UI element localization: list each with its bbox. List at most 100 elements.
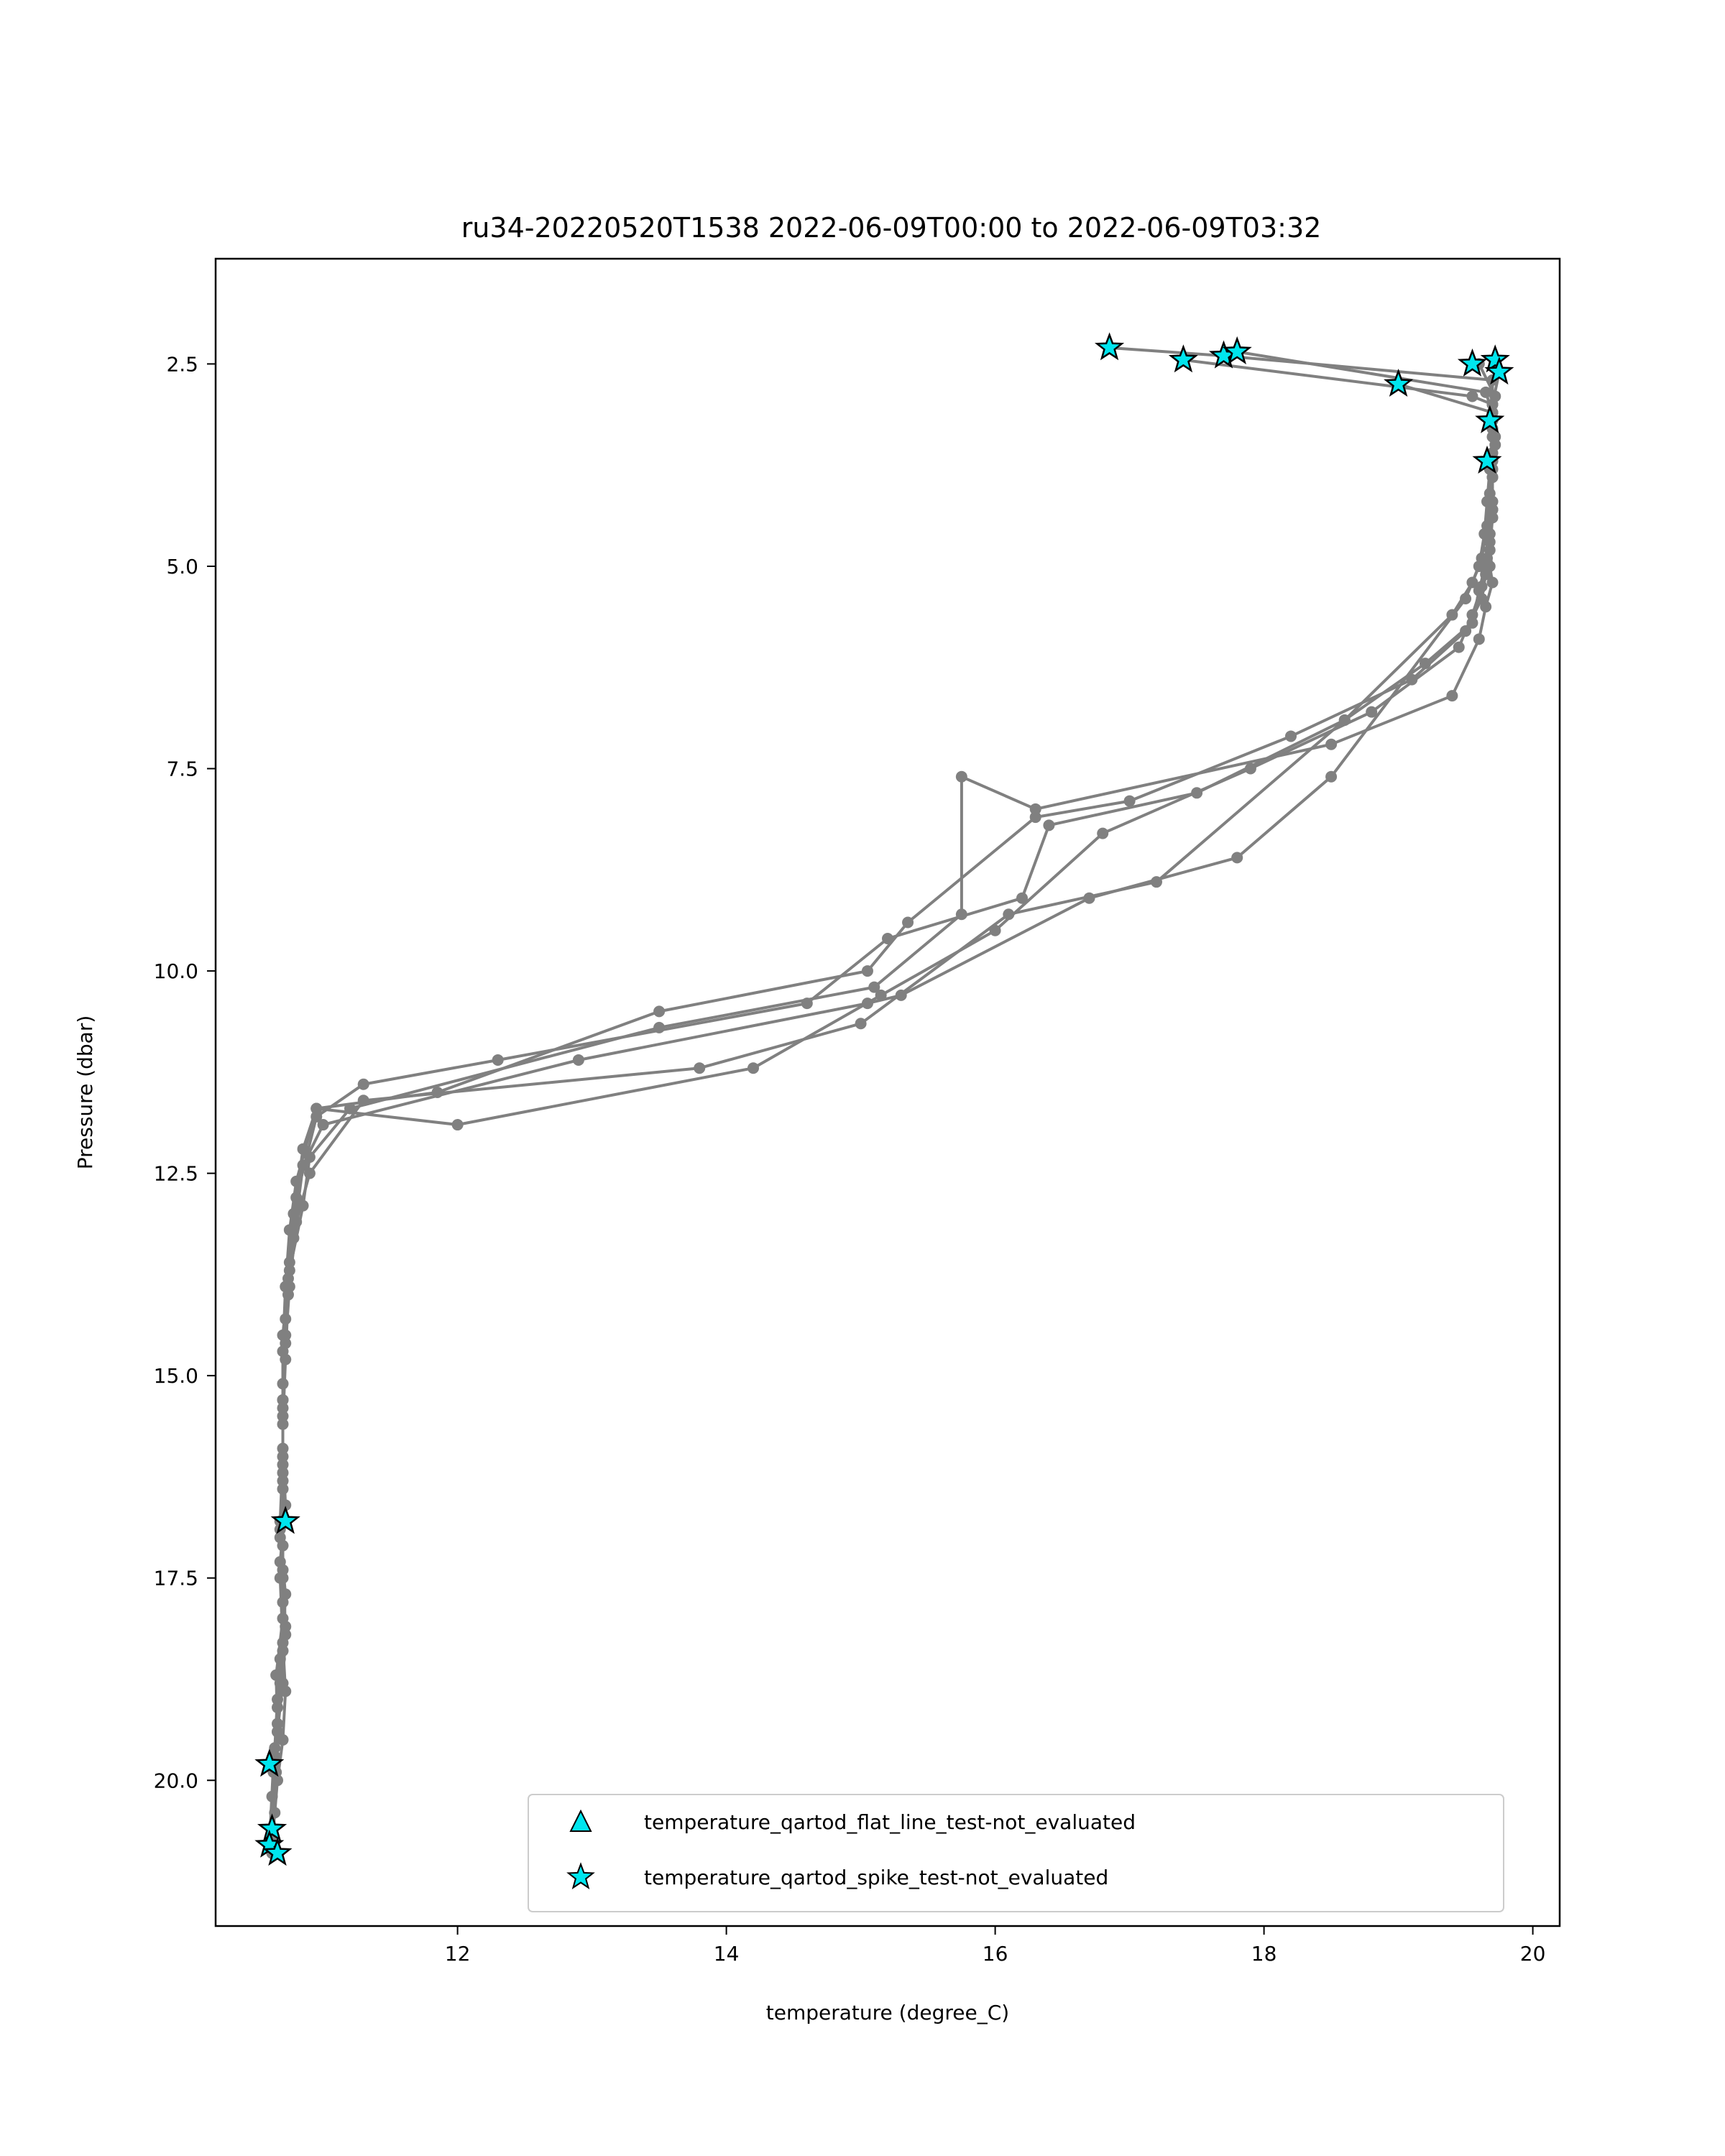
- data-point: [1486, 430, 1499, 443]
- data-point: [1123, 795, 1136, 807]
- spike-test-star-marker: [1472, 445, 1502, 474]
- legend-label-spike: temperature_qartod_spike_test-not_evalua…: [644, 1866, 1108, 1889]
- spike-test-star-marker: [270, 1506, 300, 1534]
- y-tick-label: 7.5: [166, 757, 198, 781]
- data-point: [310, 1102, 323, 1115]
- data-point: [272, 1701, 284, 1713]
- spike-test-star-marker: [257, 1813, 288, 1842]
- profile-line-2: [267, 358, 1494, 1846]
- data-point: [1285, 730, 1297, 742]
- data-point: [955, 770, 967, 783]
- data-point: [280, 1685, 292, 1697]
- data-point: [1083, 892, 1095, 904]
- data-point: [1453, 641, 1465, 653]
- data-point: [288, 1232, 300, 1244]
- data-point: [1043, 819, 1055, 831]
- data-point: [1029, 811, 1041, 824]
- data-point: [801, 998, 813, 1010]
- y-tick-label: 2.5: [166, 352, 198, 376]
- triangle-marker-icon: [569, 1809, 592, 1832]
- data-point: [1466, 609, 1478, 621]
- data-point: [274, 1653, 286, 1665]
- data-point: [1097, 827, 1109, 839]
- spike-test-star-marker: [1480, 344, 1510, 373]
- y-tick-label: 20.0: [154, 1769, 198, 1792]
- spike-test-star-marker: [1484, 356, 1514, 385]
- spike-test-star-marker: [1222, 336, 1252, 365]
- data-point: [357, 1095, 369, 1107]
- data-point: [277, 1418, 289, 1430]
- data-point: [277, 1636, 289, 1649]
- profile-line-3: [270, 350, 1497, 1797]
- x-axis-label: temperature (degree_C): [766, 2001, 1009, 2024]
- y-axis-ticks: 2.5 5.0 7.5 10.0 12.5 15.0 17.5 20.0: [154, 352, 216, 1792]
- data-point: [357, 1078, 369, 1090]
- chart-title: ru34-20220520T1538 2022-06-09T00:00 to 2…: [461, 212, 1322, 244]
- data-point: [1325, 770, 1338, 783]
- data-point: [868, 981, 880, 993]
- star-marker-icon: [566, 1862, 595, 1889]
- spike-test-star-marker: [1457, 348, 1488, 377]
- data-point: [297, 1159, 309, 1171]
- x-tick-label: 16: [983, 1942, 1008, 1966]
- spike-marker-layer: [254, 332, 1514, 1866]
- data-point: [861, 965, 873, 977]
- data-point: [277, 1733, 289, 1746]
- spike-test-star-marker: [1168, 344, 1198, 373]
- data-point: [902, 916, 914, 929]
- legend-box: [528, 1794, 1504, 1912]
- data-point: [277, 1539, 289, 1552]
- data-point: [1325, 738, 1338, 750]
- data-point: [277, 1483, 289, 1495]
- series-layer: [263, 341, 1505, 1859]
- data-point: [1460, 593, 1472, 605]
- y-axis-label: Pressure (dbar): [73, 1015, 97, 1170]
- profile-line-4: [270, 382, 1497, 1838]
- data-point: [303, 1167, 316, 1179]
- data-point: [572, 1054, 584, 1066]
- spike-test-star-marker: [262, 1837, 293, 1866]
- legend: temperature_qartod_flat_line_test-not_ev…: [528, 1794, 1504, 1912]
- y-tick-label: 10.0: [154, 959, 198, 983]
- data-point: [1366, 706, 1378, 718]
- spike-test-star-marker: [1094, 332, 1125, 361]
- data-point: [269, 1807, 281, 1819]
- data-point: [1016, 892, 1028, 904]
- y-tick-label: 17.5: [154, 1567, 198, 1590]
- data-point: [653, 1005, 666, 1018]
- spike-test-star-marker: [254, 1749, 285, 1777]
- legend-label-flat-line: temperature_qartod_flat_line_test-not_ev…: [644, 1810, 1136, 1834]
- data-point: [317, 1119, 329, 1131]
- data-point: [280, 1353, 292, 1365]
- spike-test-star-marker: [1384, 368, 1414, 397]
- data-point: [861, 998, 873, 1010]
- data-point: [1338, 714, 1351, 726]
- profile-line-6: [270, 372, 1501, 1853]
- x-tick-label: 18: [1251, 1942, 1277, 1966]
- spike-test-star-marker: [1475, 405, 1505, 433]
- data-point: [1481, 495, 1494, 507]
- x-tick-label: 12: [445, 1942, 471, 1966]
- y-tick-label: 15.0: [154, 1364, 198, 1388]
- plot-frame: [214, 257, 1561, 1927]
- data-point: [1473, 633, 1485, 645]
- data-point: [1446, 690, 1458, 702]
- data-point: [1466, 390, 1478, 402]
- data-point: [1486, 398, 1499, 410]
- x-tick-label: 20: [1520, 1942, 1546, 1966]
- profile-line-5: [270, 363, 1497, 1846]
- data-point: [1476, 581, 1488, 593]
- data-point: [1003, 908, 1015, 921]
- x-tick-label: 14: [714, 1942, 740, 1966]
- data-point: [1473, 560, 1485, 572]
- data-point: [1478, 528, 1491, 540]
- data-point: [277, 1596, 289, 1608]
- data-point: [1480, 386, 1492, 398]
- x-axis-ticks: 12 14 16 18 20: [445, 1926, 1546, 1966]
- data-point: [282, 1289, 294, 1301]
- y-tick-label: 12.5: [154, 1162, 198, 1186]
- data-point: [297, 1143, 309, 1155]
- data-point: [1486, 576, 1499, 589]
- y-tick-label: 5.0: [166, 555, 198, 579]
